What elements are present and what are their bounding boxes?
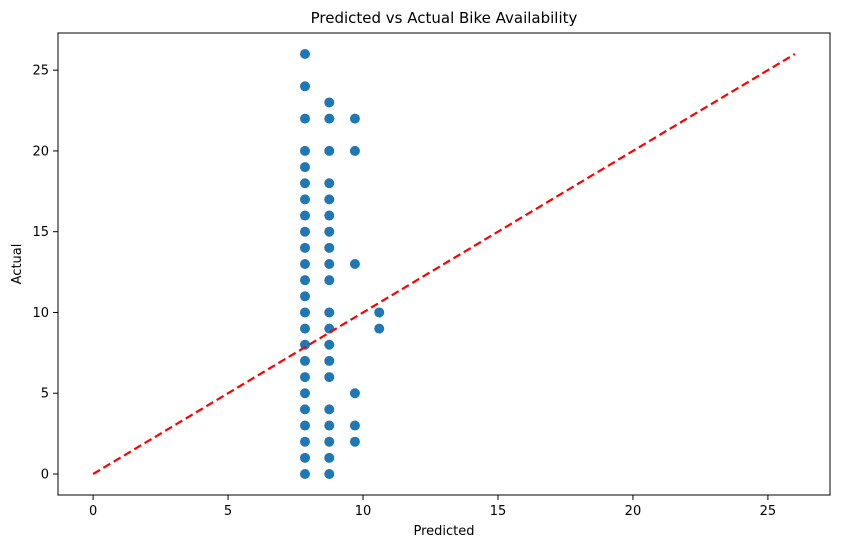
data-point	[349, 436, 360, 447]
data-point	[374, 307, 385, 318]
x-tick-label: 25	[760, 504, 777, 519]
data-point	[324, 323, 335, 334]
y-tick-label: 15	[32, 225, 49, 240]
data-point	[324, 372, 335, 383]
x-tick-label: 10	[355, 504, 372, 519]
data-point	[324, 242, 335, 253]
data-point	[299, 372, 310, 383]
data-point	[374, 323, 385, 334]
data-point	[299, 178, 310, 189]
y-tick-label: 20	[32, 144, 49, 159]
plot-area	[92, 49, 796, 479]
data-point	[299, 404, 310, 415]
data-point	[299, 420, 310, 431]
y-tick-label: 25	[32, 64, 49, 79]
data-point	[299, 469, 310, 479]
data-point	[324, 145, 335, 156]
data-point	[324, 275, 335, 286]
y-tick-label: 5	[41, 387, 49, 402]
data-point	[299, 339, 310, 350]
data-point	[324, 452, 335, 463]
data-point	[324, 436, 335, 447]
data-point	[324, 210, 335, 221]
data-point	[324, 259, 335, 269]
y-tick-label: 0	[41, 468, 49, 483]
data-point	[299, 113, 310, 124]
data-point	[324, 97, 335, 108]
x-axis-label: Predicted	[413, 524, 474, 539]
data-point	[299, 323, 310, 334]
data-point	[324, 469, 335, 479]
data-point	[349, 145, 360, 156]
data-point	[299, 194, 310, 205]
data-point	[299, 49, 310, 59]
data-point	[299, 291, 310, 302]
x-tick-label: 5	[224, 504, 232, 519]
data-point	[299, 259, 310, 269]
y-axis: 0 5 10 15 20 25	[32, 64, 58, 483]
x-axis: 0 5 10 15 20 25	[89, 495, 776, 519]
data-point	[299, 242, 310, 253]
data-point	[324, 339, 335, 350]
data-point	[324, 420, 335, 431]
data-point	[299, 275, 310, 286]
data-point	[349, 420, 360, 431]
y-axis-label: Actual	[10, 244, 25, 285]
data-point	[299, 388, 310, 399]
data-point	[349, 259, 360, 269]
data-point	[299, 436, 310, 447]
plot-frame	[57, 32, 831, 496]
x-tick-label: 15	[490, 504, 507, 519]
data-point	[299, 307, 310, 318]
x-tick-label: 0	[89, 504, 97, 519]
data-point	[349, 113, 360, 124]
data-point	[324, 113, 335, 124]
data-point	[299, 210, 310, 221]
data-point	[324, 226, 335, 237]
data-point	[299, 162, 310, 173]
data-point	[324, 307, 335, 318]
data-point	[299, 355, 310, 366]
data-point	[299, 81, 310, 92]
data-point	[324, 178, 335, 189]
data-point	[299, 452, 310, 463]
data-point	[349, 388, 360, 399]
data-point	[324, 355, 335, 366]
y-tick-label: 10	[32, 306, 49, 321]
chart-title: Predicted vs Actual Bike Availability	[311, 9, 578, 27]
data-point	[299, 145, 310, 156]
data-point	[299, 226, 310, 237]
data-point	[324, 404, 335, 415]
data-point	[324, 194, 335, 205]
reference-line	[92, 53, 796, 475]
x-tick-label: 20	[625, 504, 642, 519]
